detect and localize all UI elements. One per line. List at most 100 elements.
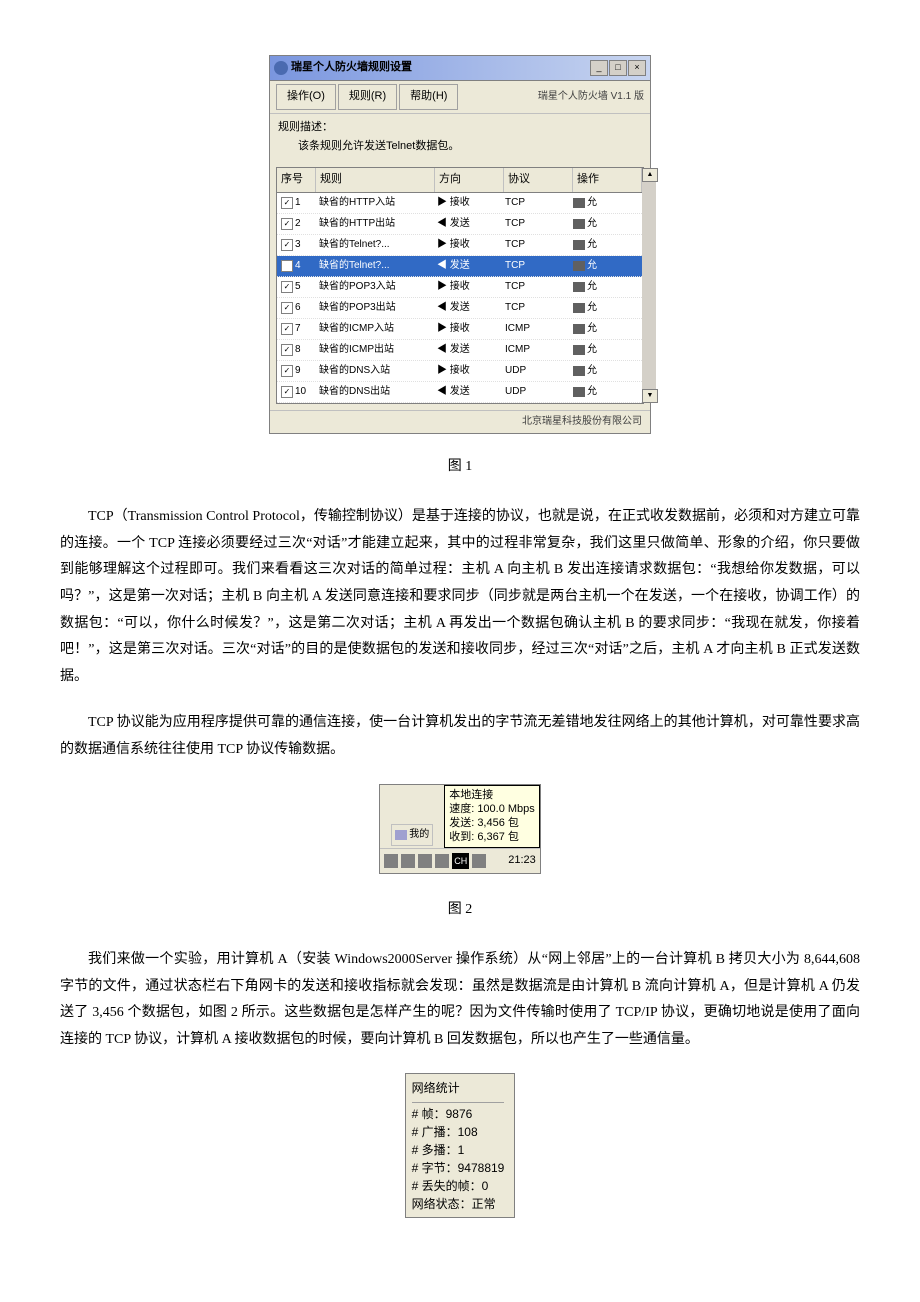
tray-icon-1[interactable] bbox=[384, 854, 398, 868]
row-direction: ◀ 发送 bbox=[433, 298, 501, 318]
row-direction: ◀ 发送 bbox=[433, 382, 501, 402]
clock: 21:23 bbox=[508, 851, 536, 871]
tooltip-recv: 收到: 6,367 包 bbox=[449, 830, 535, 844]
row-index: 10 bbox=[295, 383, 306, 401]
header-rule[interactable]: 规则 bbox=[316, 168, 435, 192]
header-operation[interactable]: 操作 bbox=[573, 168, 642, 192]
rules-table: 序号 规则 方向 协议 操作 ✓1缺省的HTTP入站▶ 接收TCP允✓2缺省的H… bbox=[276, 167, 644, 404]
row-direction: ▶ 接收 bbox=[433, 277, 501, 297]
row-checkbox[interactable]: ✓ bbox=[281, 386, 293, 398]
close-button[interactable]: × bbox=[628, 60, 646, 76]
tray-icon-2[interactable] bbox=[401, 854, 415, 868]
row-operation: 允 bbox=[569, 382, 637, 402]
row-checkbox[interactable]: ✓ bbox=[281, 197, 293, 209]
my-computer-label[interactable]: 我的 bbox=[391, 824, 433, 846]
paragraph-tcp-intro: TCP（Transmission Control Protocol，传输控制协议… bbox=[60, 504, 860, 690]
header-direction[interactable]: 方向 bbox=[435, 168, 504, 192]
table-row[interactable]: ✓9缺省的DNS入站▶ 接收UDP允 bbox=[277, 361, 642, 382]
table-body: ✓1缺省的HTTP入站▶ 接收TCP允✓2缺省的HTTP出站◀ 发送TCP允✓3… bbox=[277, 193, 642, 403]
row-index: 7 bbox=[295, 320, 301, 338]
table-row[interactable]: ✓8缺省的ICMP出站◀ 发送ICMP允 bbox=[277, 340, 642, 361]
tray-icon-5[interactable] bbox=[472, 854, 486, 868]
table-row[interactable]: ✓2缺省的HTTP出站◀ 发送TCP允 bbox=[277, 214, 642, 235]
row-index: 5 bbox=[295, 278, 301, 296]
table-row[interactable]: ✓7缺省的ICMP入站▶ 接收ICMP允 bbox=[277, 319, 642, 340]
row-protocol: TCP bbox=[501, 298, 569, 318]
table-row[interactable]: ✓6 缺省的POP3出站◀ 发送TCP允 bbox=[277, 298, 642, 319]
minimize-button[interactable]: _ bbox=[590, 60, 608, 76]
row-operation: 允 bbox=[569, 361, 637, 381]
row-protocol: ICMP bbox=[501, 340, 569, 360]
operation-icon bbox=[573, 345, 585, 355]
row-checkbox[interactable]: ✓ bbox=[281, 260, 293, 272]
menubar: 操作(O) 规则(R) 帮助(H) 瑞星个人防火墙 V1.1 版 bbox=[270, 81, 650, 114]
header-index[interactable]: 序号 bbox=[277, 168, 316, 192]
scrollbar[interactable]: ▲ ▼ bbox=[642, 168, 656, 403]
menu-rule[interactable]: 规则(R) bbox=[338, 84, 397, 110]
row-rule-name: 缺省的Telnet?... bbox=[315, 235, 433, 255]
paragraph-tcp-reliable: TCP 协议能为应用程序提供可靠的通信连接，使一台计算机发出的字节流无差错地发往… bbox=[60, 710, 860, 763]
operation-icon bbox=[573, 219, 585, 229]
row-direction: ◀ 发送 bbox=[433, 256, 501, 276]
table-row[interactable]: ✓1缺省的HTTP入站▶ 接收TCP允 bbox=[277, 193, 642, 214]
operation-icon bbox=[573, 366, 585, 376]
row-operation: 允 bbox=[569, 298, 637, 318]
row-direction: ▶ 接收 bbox=[433, 193, 501, 213]
stats-line: # 多播：1 bbox=[412, 1141, 505, 1159]
network-stats-box: 网络统计 # 帧：9876# 广播：108# 多播：1# 字节：9478819#… bbox=[405, 1073, 516, 1218]
rule-description: 规则描述： 该条规则允许发送Telnet数据包。 bbox=[270, 114, 650, 162]
row-checkbox[interactable]: ✓ bbox=[281, 365, 293, 377]
row-checkbox[interactable]: ✓ bbox=[281, 239, 293, 251]
version-label: 瑞星个人防火墙 V1.1 版 bbox=[538, 88, 644, 106]
row-operation: 允 bbox=[569, 256, 637, 276]
table-row[interactable]: ✓4缺省的Telnet?...◀ 发送TCP允 bbox=[277, 256, 642, 277]
row-index: 3 bbox=[295, 236, 301, 254]
row-protocol: UDP bbox=[501, 382, 569, 402]
tray-icon-4[interactable] bbox=[435, 854, 449, 868]
stats-line: # 帧：9876 bbox=[412, 1105, 505, 1123]
titlebar: 瑞星个人防火墙规则设置 _ □ × bbox=[270, 56, 650, 81]
footer-company: 北京瑞星科技股份有限公司 bbox=[270, 410, 650, 433]
stats-title: 网络统计 bbox=[412, 1078, 505, 1103]
maximize-button[interactable]: □ bbox=[609, 60, 627, 76]
firewall-window: 瑞星个人防火墙规则设置 _ □ × 操作(O) 规则(R) 帮助(H) 瑞星个人… bbox=[269, 55, 651, 434]
table-row[interactable]: ✓5缺省的POP3入站▶ 接收TCP允 bbox=[277, 277, 642, 298]
scroll-up-button[interactable]: ▲ bbox=[642, 168, 658, 182]
rule-desc-text: 该条规则允许发送Telnet数据包。 bbox=[278, 137, 642, 157]
row-checkbox[interactable]: ✓ bbox=[281, 302, 293, 314]
window-title: 瑞星个人防火墙规则设置 bbox=[291, 58, 412, 78]
row-protocol: TCP bbox=[501, 214, 569, 234]
operation-icon bbox=[573, 261, 585, 271]
table-row[interactable]: ✓3 缺省的Telnet?...▶ 接收TCP允 bbox=[277, 235, 642, 256]
row-checkbox[interactable]: ✓ bbox=[281, 281, 293, 293]
row-rule-name: 缺省的HTTP入站 bbox=[315, 193, 433, 213]
operation-icon bbox=[573, 387, 585, 397]
row-index: 6 bbox=[295, 299, 301, 317]
figure-1-caption: 图 1 bbox=[60, 454, 860, 479]
tray-icon-3[interactable] bbox=[418, 854, 432, 868]
menu-operation[interactable]: 操作(O) bbox=[276, 84, 336, 110]
row-operation: 允 bbox=[569, 340, 637, 360]
operation-icon bbox=[573, 282, 585, 292]
row-rule-name: 缺省的Telnet?... bbox=[315, 256, 433, 276]
row-checkbox[interactable]: ✓ bbox=[281, 323, 293, 335]
window-controls: _ □ × bbox=[590, 60, 646, 76]
header-protocol[interactable]: 协议 bbox=[504, 168, 573, 192]
scroll-down-button[interactable]: ▼ bbox=[642, 389, 658, 403]
row-protocol: TCP bbox=[501, 235, 569, 255]
figure-2-caption: 图 2 bbox=[60, 897, 860, 922]
row-checkbox[interactable]: ✓ bbox=[281, 218, 293, 230]
row-index: 1 bbox=[295, 194, 301, 212]
row-direction: ▶ 接收 bbox=[433, 235, 501, 255]
row-operation: 允 bbox=[569, 277, 637, 297]
menu-help[interactable]: 帮助(H) bbox=[399, 84, 458, 110]
row-operation: 允 bbox=[569, 214, 637, 234]
ime-indicator[interactable]: CH bbox=[452, 853, 469, 869]
row-checkbox[interactable]: ✓ bbox=[281, 344, 293, 356]
table-row[interactable]: ✓10缺省的DNS出站◀ 发送UDP允 bbox=[277, 382, 642, 403]
row-rule-name: 缺省的POP3出站 bbox=[315, 298, 433, 318]
stats-line: # 字节：9478819 bbox=[412, 1159, 505, 1177]
table-header: 序号 规则 方向 协议 操作 bbox=[277, 168, 642, 193]
row-direction: ◀ 发送 bbox=[433, 214, 501, 234]
row-operation: 允 bbox=[569, 235, 637, 255]
